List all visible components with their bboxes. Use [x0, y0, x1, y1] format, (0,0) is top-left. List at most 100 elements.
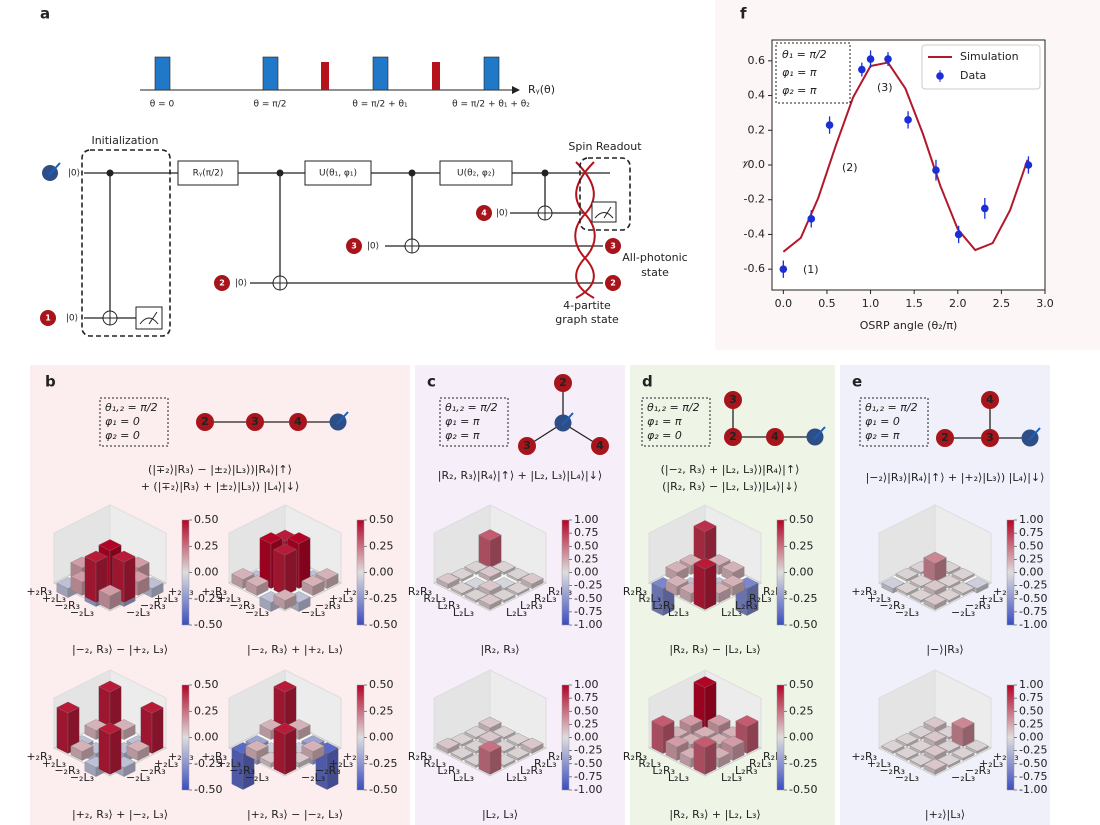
bar: [506, 746, 530, 761]
colorbar-label: -0.50: [194, 618, 222, 631]
axis-label: −₂L₃: [126, 771, 150, 784]
graph-node: [246, 413, 264, 431]
axis-label: −₂R₃: [879, 599, 905, 612]
colorbar-label: 0.25: [1019, 717, 1044, 730]
colorbar-label: 0.25: [1019, 552, 1044, 565]
annotation: (3): [877, 81, 893, 94]
colorbar-label: 0.25: [194, 704, 219, 717]
bar-top: [464, 725, 488, 738]
density-plot: +₂R₃+₂R₃+₂L₃+₂L₃−₂R₃−₂R₃−₂L₃−₂L₃: [851, 504, 1019, 619]
legend-label: Data: [960, 69, 986, 82]
colorbar-label: -0.50: [789, 618, 817, 631]
bar-top: [259, 532, 283, 544]
qubit-number: 3: [351, 242, 357, 251]
x-tick-label: 0.5: [818, 297, 836, 310]
bar-face: [693, 563, 706, 610]
axis-label: −₂L₃: [70, 606, 94, 619]
colorbar-label: 0.50: [789, 678, 814, 691]
colorbar-label: 0.00: [194, 731, 219, 744]
axis-label: −₂R₃: [140, 599, 166, 612]
colorbar-label: 0.50: [789, 513, 814, 526]
graph-node: [289, 413, 307, 431]
bar: [301, 575, 325, 596]
panel-label: e: [852, 373, 862, 391]
axis-label: +₂L₃: [867, 592, 891, 605]
bar-face: [704, 563, 717, 610]
bar-top: [651, 715, 675, 727]
axis-label: −₂L₃: [245, 771, 269, 784]
bar: [273, 589, 297, 610]
axis-label: L₂R₃: [735, 764, 758, 777]
bar: [231, 742, 255, 790]
axis-label: L₂R₃: [520, 599, 543, 612]
gate-label: Rᵧ(π/2): [193, 169, 224, 179]
bar: [450, 746, 474, 761]
colorbar-label: 1.00: [574, 513, 599, 526]
all-photonic-label: state: [641, 266, 669, 279]
panel-label: f: [740, 5, 747, 23]
axis-label: L₂R₃: [520, 764, 543, 777]
graph-node: [981, 429, 999, 447]
axis-label: −₂L₃: [245, 606, 269, 619]
graph-node-label: 3: [523, 439, 531, 452]
bar: [245, 740, 269, 761]
state-equation: (|R₂, R₃⟩ − |L₂, L₃⟩)|L₄⟩|↓⟩: [662, 480, 798, 493]
bar-top: [693, 676, 717, 688]
bar-top: [895, 732, 919, 745]
qubit-number: 2: [610, 279, 616, 288]
bar: [436, 737, 460, 754]
bar-top: [951, 567, 975, 580]
params-box: [859, 397, 929, 447]
bar-top: [951, 581, 975, 594]
param: φ₂ = π: [445, 429, 480, 442]
axis-label: +₂L₃: [979, 592, 1003, 605]
colorbar-label: 0.25: [574, 552, 599, 565]
spin-arrow: [1028, 427, 1041, 441]
colorbar-label: 0.25: [574, 717, 599, 730]
bar-top: [665, 561, 689, 573]
bar-top: [478, 716, 502, 729]
control: [408, 169, 416, 177]
bar: [98, 680, 122, 733]
colorbar-label: 0.75: [1019, 526, 1044, 539]
bar-top: [98, 584, 122, 597]
param: θ₁,₂ = π/2: [865, 401, 918, 414]
bar-top: [937, 574, 961, 587]
qubit-node: [214, 275, 230, 291]
bar-top: [965, 577, 989, 589]
bar-top: [520, 572, 544, 585]
bar-top: [98, 680, 122, 693]
initialization-label: Initialization: [91, 134, 158, 147]
bar-top: [951, 746, 975, 759]
colorbar: [181, 519, 190, 626]
axis-label: R₂R₃: [408, 585, 432, 598]
axis-label: +₂L₃: [329, 592, 353, 605]
bar-top: [923, 716, 947, 729]
bar: [923, 730, 947, 747]
bar-face: [273, 728, 286, 775]
x-tick-label: 0.0: [775, 297, 793, 310]
colorbar-label: 0.00: [1019, 566, 1044, 579]
colorbar-label: -0.75: [1019, 770, 1047, 783]
data-point: [884, 55, 892, 63]
axis-label: −₂L₃: [301, 771, 325, 784]
axis-label: −₂R₃: [140, 764, 166, 777]
graph-node-label: 3: [251, 415, 259, 428]
axis-label: +₂L₃: [217, 592, 241, 605]
qubit-number: 2: [219, 279, 225, 288]
bar: [895, 732, 919, 747]
colorbar-label: -0.25: [369, 757, 397, 770]
param: φ₁ = π: [647, 415, 682, 428]
bar: [70, 740, 94, 761]
bar: [245, 575, 269, 596]
graph-node-label: 2: [559, 376, 567, 389]
colorbar-label: -0.50: [574, 757, 602, 770]
bar-top: [937, 753, 961, 766]
bar: [140, 701, 164, 754]
graph-node: [554, 374, 572, 392]
bar-top: [895, 746, 919, 759]
y-tick-label: 0.2: [748, 123, 766, 136]
graph-node: [591, 437, 609, 455]
qubit-number: 1: [45, 314, 51, 323]
